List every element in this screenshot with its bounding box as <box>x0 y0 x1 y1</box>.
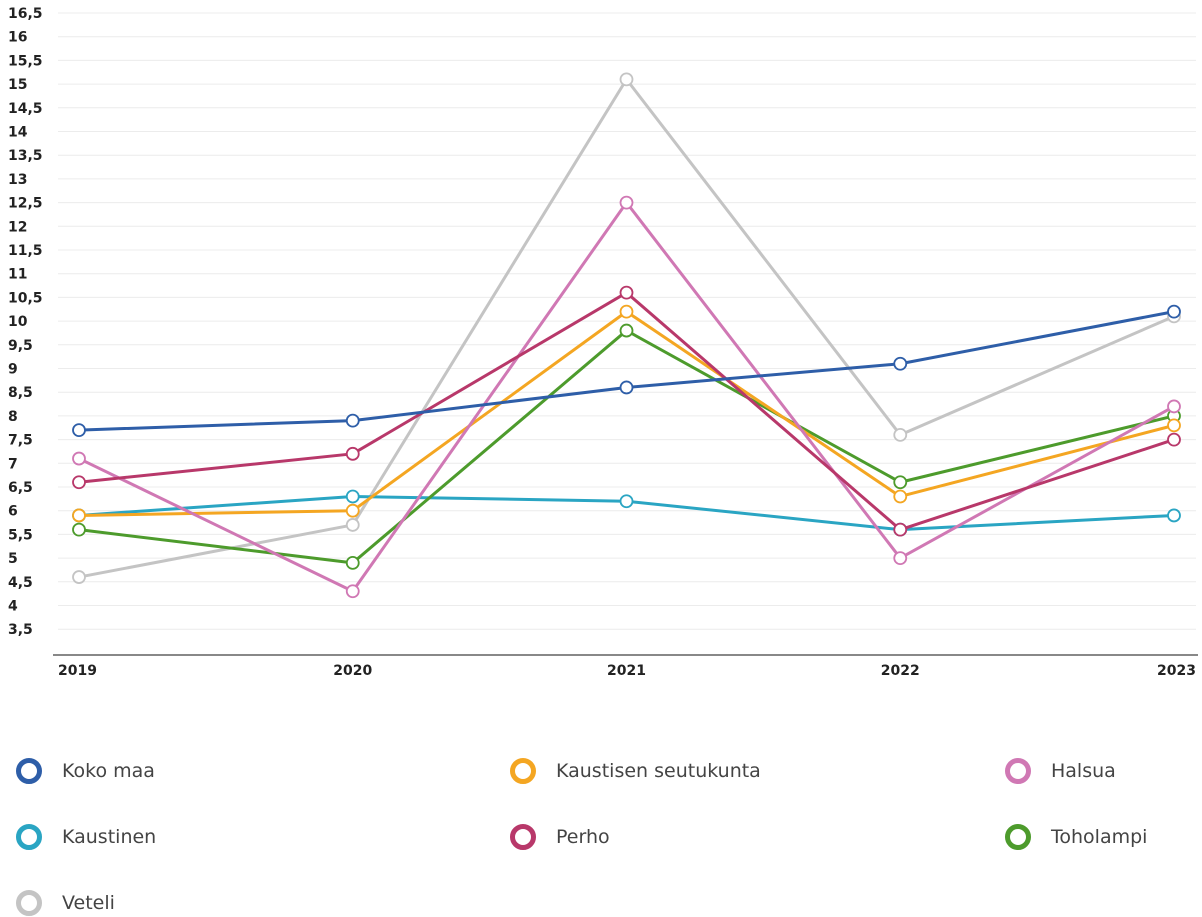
data-point[interactable] <box>72 522 86 537</box>
data-point[interactable] <box>345 555 360 570</box>
legend-swatch-icon <box>16 758 42 784</box>
legend-swatch-icon <box>16 890 42 916</box>
y-tick-label: 7 <box>8 456 18 472</box>
series-perho <box>72 285 1181 537</box>
data-point[interactable] <box>893 522 908 537</box>
y-tick-label: 16,5 <box>8 6 43 22</box>
data-point[interactable] <box>619 285 634 300</box>
legend-swatch-icon <box>1005 758 1031 784</box>
y-tick-label: 6 <box>8 504 18 520</box>
data-point[interactable] <box>619 380 634 395</box>
legend-item[interactable]: Kaustinen <box>16 824 156 850</box>
y-tick-label: 13,5 <box>8 148 43 164</box>
y-tick-label: 8 <box>8 409 18 425</box>
data-point[interactable] <box>345 518 360 532</box>
y-tick-label: 5 <box>8 551 18 567</box>
data-point[interactable] <box>72 570 86 584</box>
data-point[interactable] <box>1167 418 1181 433</box>
gridlines <box>58 12 1196 630</box>
data-point[interactable] <box>345 584 360 599</box>
data-point[interactable] <box>345 489 360 504</box>
y-tick-label: 12,5 <box>8 196 43 212</box>
y-tick-label: 15,5 <box>8 53 43 69</box>
data-point[interactable] <box>72 508 86 523</box>
x-tick-label: 2020 <box>333 663 372 679</box>
data-point[interactable] <box>1167 432 1181 447</box>
data-point[interactable] <box>345 413 360 428</box>
data-point[interactable] <box>1167 399 1181 414</box>
y-tick-label: 16 <box>8 30 27 46</box>
legend-label: Koko maa <box>62 760 155 782</box>
data-point[interactable] <box>1167 508 1181 523</box>
y-tick-label: 4 <box>8 599 18 615</box>
chart-plot-area: 16,5 16 15,5 15 14,5 14 13,5 13 12,5 12 11,5 11 10,5… <box>8 6 1198 679</box>
x-tick-label: 2019 <box>58 663 97 679</box>
legend-item[interactable]: Perho <box>510 824 610 850</box>
legend-label: Halsua <box>1051 760 1116 782</box>
y-tick-label: 13 <box>8 172 27 188</box>
y-tick-label: 10 <box>8 314 28 330</box>
y-axis: 16,5 16 15,5 15 14,5 14 13,5 13 12,5 12 11,5 11 10,5… <box>8 6 43 638</box>
y-tick-label: 3,5 <box>8 622 33 638</box>
series-toholampi <box>72 323 1181 570</box>
legend-label: Perho <box>556 826 610 848</box>
legend-item[interactable]: Veteli <box>16 890 115 916</box>
x-tick-label: 2022 <box>881 663 920 679</box>
data-point[interactable] <box>893 551 908 565</box>
data-point[interactable] <box>619 494 634 509</box>
x-tick-label: 2021 <box>607 663 646 679</box>
data-point[interactable] <box>72 423 86 438</box>
data-point[interactable] <box>619 72 634 87</box>
data-point[interactable] <box>345 446 360 461</box>
y-tick-label: 14 <box>8 125 28 141</box>
legend-label: Kaustinen <box>62 826 157 848</box>
y-tick-label: 5,5 <box>8 527 33 543</box>
data-point[interactable] <box>893 427 908 442</box>
legend-item[interactable]: Kaustisen seutukunta <box>510 758 761 784</box>
legend-item[interactable]: Halsua <box>1005 758 1116 784</box>
y-tick-label: 4,5 <box>8 575 33 591</box>
data-point[interactable] <box>893 475 908 490</box>
data-point[interactable] <box>893 356 908 371</box>
legend-swatch-icon <box>16 824 42 850</box>
legend-item[interactable]: Toholampi <box>1005 824 1147 850</box>
legend-swatch-icon <box>510 824 536 850</box>
data-point[interactable] <box>72 451 86 466</box>
series-koko-maa <box>72 304 1181 438</box>
y-tick-label: 7,5 <box>8 433 33 449</box>
x-axis: 2019 2020 2021 2022 2023 <box>53 654 1198 679</box>
data-point[interactable] <box>345 503 360 518</box>
y-tick-label: 14,5 <box>8 101 43 117</box>
legend-swatch-icon <box>1005 824 1031 850</box>
series-halsua <box>72 195 1181 599</box>
y-tick-label: 8,5 <box>8 385 33 401</box>
y-tick-label: 9 <box>8 362 18 378</box>
legend-item[interactable]: Koko maa <box>16 758 155 784</box>
series-lines <box>72 72 1181 599</box>
y-tick-label: 11,5 <box>8 243 43 259</box>
x-tick-label: 2023 <box>1157 663 1196 679</box>
data-point[interactable] <box>72 475 86 490</box>
legend-label: Kaustisen seutukunta <box>556 760 761 782</box>
series-line <box>78 329 1175 565</box>
y-tick-label: 6,5 <box>8 480 33 496</box>
y-tick-label: 9,5 <box>8 338 33 354</box>
y-tick-label: 10,5 <box>8 290 43 306</box>
series-line <box>78 201 1175 593</box>
series-kaustisen-seutukunta <box>72 304 1181 523</box>
data-point[interactable] <box>619 195 634 210</box>
legend-label: Veteli <box>62 892 115 914</box>
data-point[interactable] <box>893 489 908 504</box>
legend-swatch-icon <box>510 758 536 784</box>
y-tick-label: 12 <box>8 219 27 235</box>
legend-label: Toholampi <box>1051 826 1148 848</box>
data-point[interactable] <box>619 304 634 319</box>
data-point[interactable] <box>1167 304 1181 319</box>
series-veteli <box>72 72 1181 584</box>
y-tick-label: 11 <box>8 267 27 283</box>
data-point[interactable] <box>619 323 634 338</box>
y-tick-label: 15 <box>8 77 27 93</box>
